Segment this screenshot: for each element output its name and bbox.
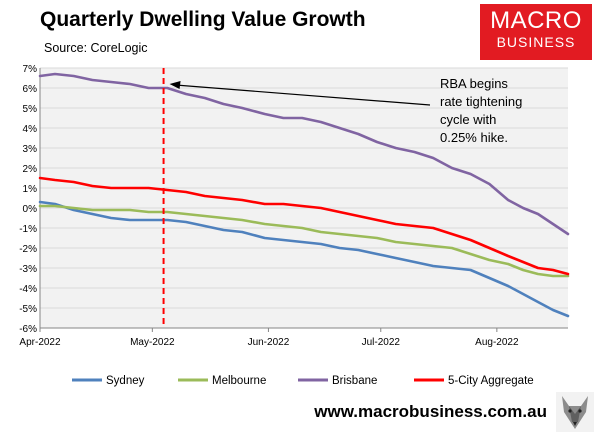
- annotation-arrow: [175, 84, 431, 106]
- series-line-sydney: [38, 200, 570, 318]
- y-tick-label: -2%: [19, 244, 37, 255]
- y-tick-label: 5%: [23, 104, 38, 115]
- y-tick-label: -5%: [19, 304, 37, 315]
- y-tick-label: 0%: [23, 204, 38, 215]
- y-tick-label: 3%: [23, 144, 38, 155]
- y-tick-label: -1%: [19, 224, 37, 235]
- y-tick-label: -6%: [19, 324, 37, 335]
- y-tick-label: 7%: [23, 64, 38, 75]
- annotation-arrowhead: [169, 81, 181, 89]
- website-url[interactable]: www.macrobusiness.com.au: [314, 402, 547, 421]
- legend-label: Brisbane: [332, 375, 377, 387]
- series-line-brisbane: [38, 72, 570, 236]
- y-tick-label: -4%: [19, 284, 37, 295]
- x-tick-label: Aug-2022: [475, 337, 519, 348]
- logo-line-2: BUSINESS: [496, 34, 576, 50]
- y-tick-label: 1%: [23, 184, 38, 195]
- y-tick-label: -3%: [19, 264, 37, 275]
- series-line-melbourne: [38, 204, 570, 278]
- chart-source: Source: CoreLogic: [44, 41, 148, 55]
- legend-label: Sydney: [106, 375, 145, 387]
- x-tick-label: May-2022: [130, 337, 175, 348]
- series-line-5-city-aggregate: [38, 176, 570, 276]
- annotation-text: cycle with: [440, 112, 496, 127]
- y-tick-label: 2%: [23, 164, 38, 175]
- legend-label: 5-City Aggregate: [448, 375, 534, 387]
- plot-area: [40, 68, 568, 328]
- annotation-text: rate tightening: [440, 94, 522, 109]
- x-tick-label: Apr-2022: [19, 337, 61, 348]
- annotation-text: 0.25% hike.: [440, 130, 508, 145]
- x-tick-label: Jul-2022: [362, 337, 401, 348]
- chart-title: Quarterly Dwelling Value Growth: [40, 8, 366, 31]
- legend-label: Melbourne: [212, 375, 266, 387]
- y-tick-label: 4%: [23, 124, 38, 135]
- annotation-text: RBA begins: [440, 76, 508, 91]
- macrobusiness-logo: MACRO BUSINESS: [480, 4, 592, 60]
- x-tick-label: Jun-2022: [248, 337, 290, 348]
- logo-line-1: MACRO: [490, 7, 582, 34]
- y-tick-label: 6%: [23, 84, 38, 95]
- wolf-mascot-icon: [556, 392, 594, 432]
